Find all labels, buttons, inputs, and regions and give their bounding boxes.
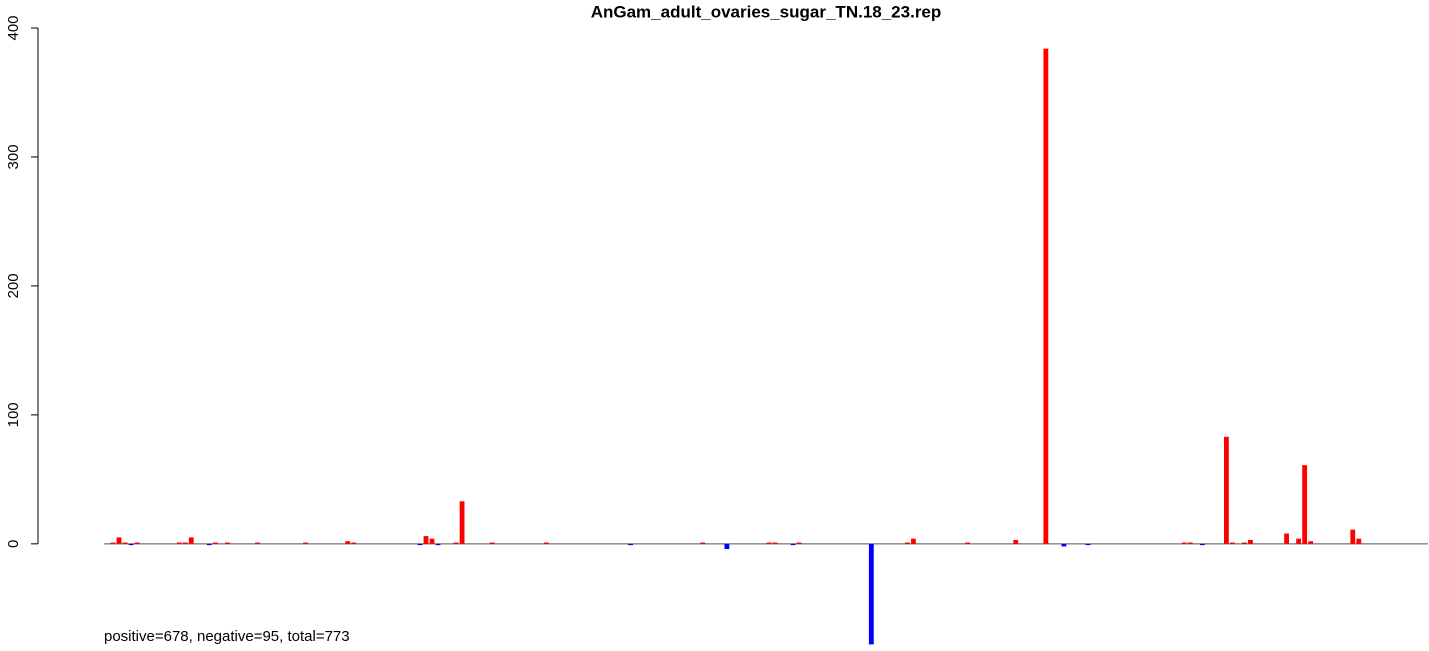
bar xyxy=(122,542,128,544)
bar xyxy=(796,542,802,544)
bar xyxy=(489,542,495,544)
bar xyxy=(1308,541,1314,544)
chart-title: AnGam_adult_ovaries_sugar_TN.18_23.rep xyxy=(591,2,942,21)
y-tick-label: 100 xyxy=(5,402,22,427)
bar xyxy=(206,543,212,546)
bar xyxy=(1043,48,1049,544)
bar xyxy=(182,542,188,544)
bar xyxy=(628,543,633,546)
bar xyxy=(116,537,122,544)
bar xyxy=(868,543,874,645)
bar xyxy=(1230,542,1235,544)
bar xyxy=(772,542,778,544)
bar xyxy=(224,542,230,544)
bar xyxy=(110,542,116,544)
bar xyxy=(459,501,465,544)
bar xyxy=(453,542,459,544)
annotation: positive=678, negative=95, total=773 xyxy=(104,628,350,645)
y-tick-label: 300 xyxy=(5,144,22,169)
bar xyxy=(1296,538,1302,544)
bar xyxy=(700,542,706,544)
bar xyxy=(1302,465,1308,544)
bar xyxy=(128,543,134,546)
bar xyxy=(790,543,796,546)
bar xyxy=(1350,529,1356,544)
bar xyxy=(255,542,260,544)
bar xyxy=(1199,543,1205,546)
y-tick-label: 0 xyxy=(5,540,22,548)
bar xyxy=(965,542,971,544)
bar xyxy=(1061,543,1067,547)
bar xyxy=(905,542,910,544)
bar xyxy=(766,542,772,544)
bar xyxy=(1187,542,1193,544)
bar xyxy=(1356,538,1362,544)
bar xyxy=(543,542,549,544)
bar xyxy=(188,537,194,544)
bar xyxy=(724,543,730,549)
bar xyxy=(134,542,140,544)
bar xyxy=(423,536,429,544)
bar xyxy=(1284,533,1289,544)
bar xyxy=(303,542,309,544)
bar xyxy=(1223,436,1229,544)
bar xyxy=(417,543,423,546)
y-tick-label: 200 xyxy=(5,273,22,298)
bar xyxy=(176,542,182,544)
bar xyxy=(1085,543,1091,546)
bar xyxy=(345,541,351,544)
bar xyxy=(212,542,218,544)
bar xyxy=(911,538,916,544)
bar xyxy=(435,543,441,546)
bar xyxy=(1242,542,1247,544)
bar xyxy=(1013,539,1019,544)
bar xyxy=(351,542,357,544)
bar xyxy=(1181,542,1187,544)
bar xyxy=(429,538,435,544)
bar xyxy=(1248,539,1253,544)
y-tick-label: 400 xyxy=(5,15,22,40)
